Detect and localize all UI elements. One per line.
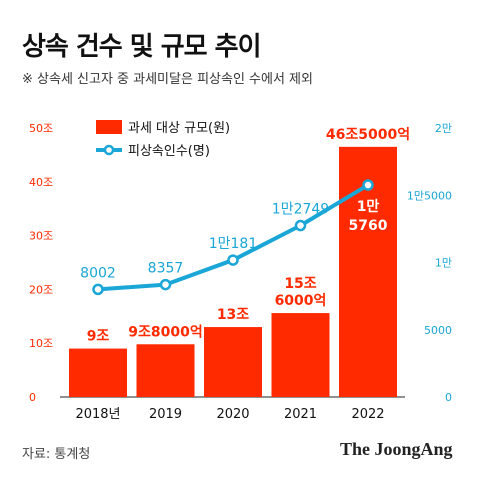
line-value-label: 1만 — [357, 199, 380, 215]
line-value-label: 8357 — [148, 261, 184, 277]
line-value-label: 1만2749 — [272, 202, 329, 218]
x-axis-tick-label: 2022 — [351, 407, 384, 422]
x-axis-tick-label: 2021 — [284, 407, 317, 422]
bar — [271, 313, 330, 397]
bar — [136, 344, 195, 397]
left-axis-tick-label: 20조 — [29, 283, 53, 296]
bar-value-label: 15조 — [284, 276, 316, 292]
bar-value-label: 46조5000억 — [326, 127, 410, 143]
left-axis-tick-label: 0 — [29, 391, 36, 404]
line-point — [294, 219, 307, 232]
right-axis-tick-label: 1만5000 — [407, 189, 452, 202]
left-axis-tick-label: 50조 — [29, 122, 53, 135]
legend-bar-swatch — [96, 120, 122, 134]
x-axis-tick-label: 2018년 — [75, 407, 120, 422]
line-value-label: 8002 — [80, 265, 116, 281]
bar-value-label: 9조8000억 — [128, 324, 202, 340]
x-axis-tick-label: 2019 — [149, 407, 182, 422]
left-axis-tick-label: 30조 — [29, 230, 53, 243]
bar-value-label: 6000억 — [275, 293, 327, 309]
line-point — [362, 179, 374, 191]
right-axis-tick-label: 5000 — [424, 324, 452, 337]
left-axis-tick-label: 40조 — [29, 176, 53, 189]
chart-title: 상속 건수 및 규모 추이 — [22, 32, 261, 62]
right-axis-tick-label: 1만 — [435, 257, 452, 270]
chart-note: ※ 상속세 신고자 중 과세미달은 피상속인 수에서 제외 — [22, 72, 313, 87]
bar — [69, 348, 127, 397]
left-axis-tick-label: 10조 — [29, 337, 53, 350]
right-axis-tick-label: 0 — [445, 391, 452, 404]
bar-value-label: 13조 — [217, 307, 249, 323]
publisher-logo: The JoongAng — [340, 439, 453, 459]
legend-line-marker — [103, 144, 115, 156]
source-label: 자료: 통계청 — [22, 447, 91, 462]
line-point — [92, 283, 104, 296]
legend-line-label: 피상속인수(명) — [128, 144, 210, 159]
legend-bar-label: 과세 대상 규모(원) — [128, 121, 230, 136]
line-point — [227, 254, 239, 266]
bar — [204, 327, 262, 397]
right-axis-tick-label: 2만 — [435, 122, 452, 135]
line-value-label: 5760 — [349, 218, 388, 234]
line-value-label: 1만181 — [209, 236, 258, 252]
bar-value-label: 9조 — [87, 329, 110, 345]
line-point — [159, 278, 172, 291]
x-axis-tick-label: 2020 — [216, 407, 249, 422]
